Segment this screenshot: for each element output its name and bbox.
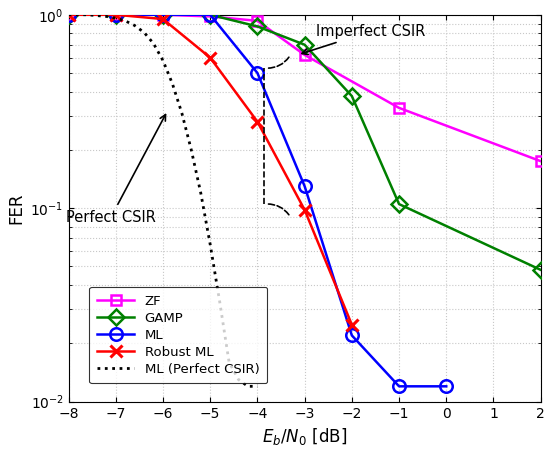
ML (Perfect CSIR) <box>226 360 232 365</box>
Robust ML <box>254 119 261 124</box>
Robust ML <box>348 322 355 327</box>
ZF <box>301 52 308 58</box>
ZF <box>254 18 261 24</box>
ML <box>65 12 72 17</box>
Robust ML <box>65 12 72 17</box>
ML (Perfect CSIR) <box>93 13 100 18</box>
GAMP <box>254 24 261 29</box>
X-axis label: $E_b/N_0$ [dB]: $E_b/N_0$ [dB] <box>262 426 347 447</box>
ML (Perfect CSIR) <box>131 23 138 28</box>
ML (Perfect CSIR) <box>235 377 242 382</box>
ML <box>301 183 308 189</box>
ML (Perfect CSIR) <box>103 14 110 19</box>
ZF <box>65 12 72 17</box>
GAMP <box>160 12 166 17</box>
Robust ML <box>160 16 166 22</box>
Legend: ZF, GAMP, ML, Robust ML, ML (Perfect CSIR): ZF, GAMP, ML, Robust ML, ML (Perfect CSI… <box>89 287 267 384</box>
ML (Perfect CSIR) <box>178 110 185 116</box>
GAMP <box>301 42 308 47</box>
Text: Perfect CSIR: Perfect CSIR <box>66 114 166 225</box>
GAMP <box>396 202 402 207</box>
ML (Perfect CSIR) <box>113 15 119 21</box>
ML (Perfect CSIR) <box>65 12 72 17</box>
GAMP <box>65 12 72 17</box>
ML (Perfect CSIR) <box>198 190 204 196</box>
ML (Perfect CSIR) <box>150 41 157 46</box>
ML (Perfect CSIR) <box>84 12 91 17</box>
ML (Perfect CSIR) <box>169 81 176 86</box>
ML <box>207 12 214 17</box>
Line: ZF: ZF <box>63 10 545 166</box>
Line: Robust ML: Robust ML <box>62 9 358 331</box>
ML (Perfect CSIR) <box>160 58 166 63</box>
ZF <box>396 105 402 111</box>
ML (Perfect CSIR) <box>141 30 147 35</box>
ZF <box>113 12 119 17</box>
ZF <box>160 12 166 17</box>
Y-axis label: FER: FER <box>7 192 25 224</box>
ML <box>160 12 166 17</box>
ML <box>443 384 449 389</box>
ML (Perfect CSIR) <box>122 18 129 24</box>
Robust ML <box>207 55 214 60</box>
ML (Perfect CSIR) <box>75 12 81 17</box>
Line: ML (Perfect CSIR): ML (Perfect CSIR) <box>68 15 257 386</box>
Line: GAMP: GAMP <box>63 9 546 276</box>
GAMP <box>113 12 119 17</box>
ML (Perfect CSIR) <box>207 242 214 247</box>
Robust ML <box>113 12 119 17</box>
Robust ML <box>301 207 308 212</box>
ZF <box>537 158 544 164</box>
GAMP <box>537 267 544 272</box>
ML <box>348 333 355 338</box>
ML (Perfect CSIR) <box>188 147 195 153</box>
ZF <box>207 14 214 19</box>
ML <box>396 384 402 389</box>
ML <box>254 70 261 76</box>
Line: ML: ML <box>62 9 453 393</box>
ML (Perfect CSIR) <box>245 384 251 389</box>
ML (Perfect CSIR) <box>254 384 261 389</box>
ML (Perfect CSIR) <box>216 299 223 304</box>
GAMP <box>207 12 214 17</box>
GAMP <box>348 94 355 99</box>
Text: Imperfect CSIR: Imperfect CSIR <box>302 24 426 54</box>
ML <box>113 12 119 17</box>
